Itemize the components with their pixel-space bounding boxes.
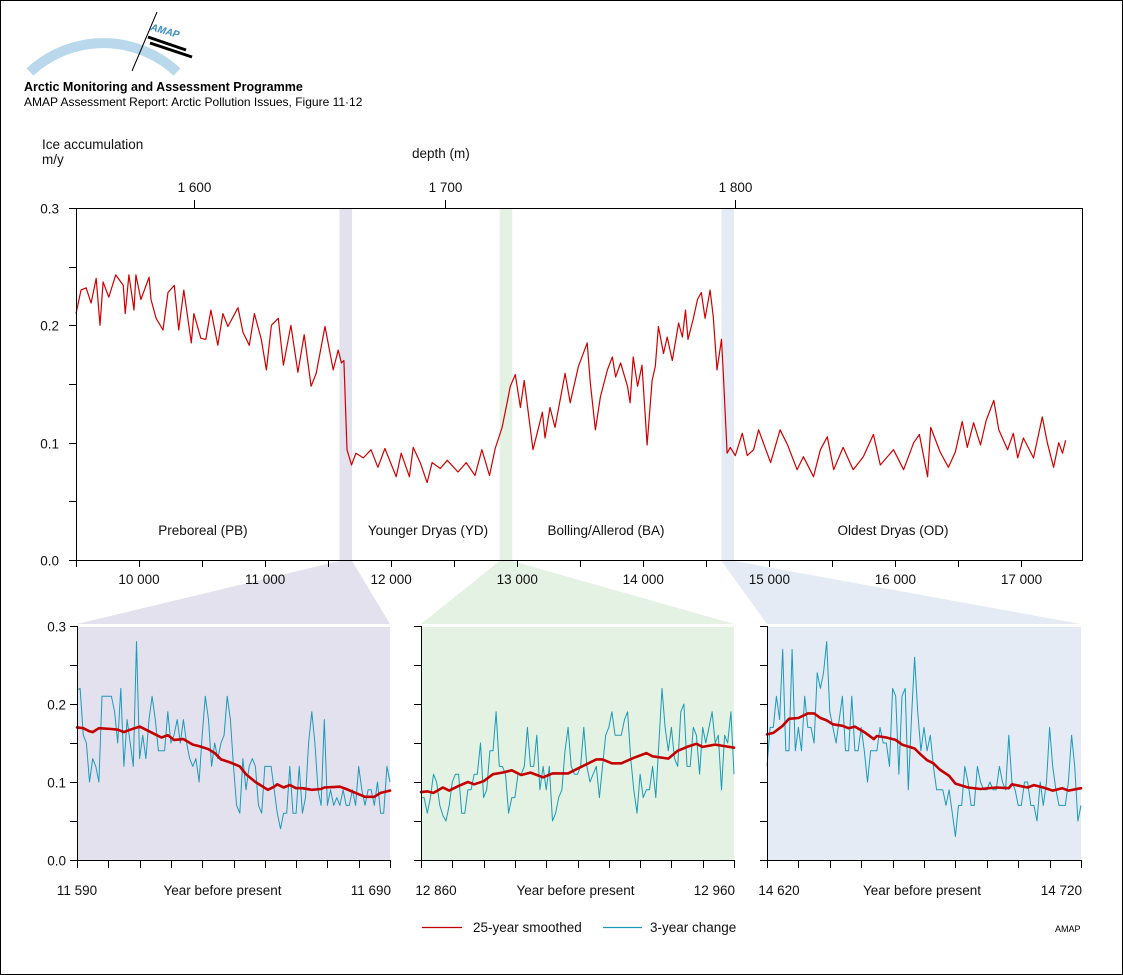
zoom-connectors	[77, 561, 1081, 624]
inset-background	[78, 627, 390, 860]
x-tick-label-start: 12 860	[415, 883, 456, 898]
x-tick-label-start: 14 620	[758, 883, 799, 898]
y-axis-label-line-1: Ice accumulation	[42, 137, 143, 152]
x-tick-label: 13 000	[497, 572, 538, 587]
y-tick-label: 0.0	[47, 854, 66, 869]
x-tick-label: 11 000	[245, 572, 285, 587]
org-title: Arctic Monitoring and Assessment Program…	[24, 80, 303, 94]
y-tick-label: 0.2	[47, 698, 66, 713]
y-tick-label: 0.0	[40, 554, 59, 569]
x-tick-label-end: 12 960	[694, 883, 735, 898]
inset-chart-oldest-dryas-transition: 14 620 14 720 Year before present	[758, 626, 1083, 898]
legend-label-3-year-change: 3-year change	[650, 920, 736, 935]
report-subtitle: AMAP Assessment Report: Arctic Pollution…	[24, 95, 363, 109]
y-tick-label: 0.1	[47, 776, 66, 791]
highlight-band	[339, 209, 353, 560]
series-line-25-year-smoothed	[75, 725, 392, 799]
x-tick-label-start: 11 590	[57, 883, 97, 898]
period-label: Bolling/Allerod (BA)	[547, 523, 664, 538]
series-line-25-year-smoothed	[419, 742, 736, 795]
top-axis-tick-label: 1 800	[719, 180, 753, 195]
zoom-connector	[421, 561, 734, 624]
main-chart: Ice accumulation m/y depth (m) 0.0 0.1 0.2…	[40, 137, 1083, 587]
series-line-ice-accumulation	[75, 274, 1067, 484]
legend: 25-year smoothed 3-year change	[422, 920, 736, 935]
amap-credit: AMAP	[1055, 924, 1081, 934]
y-tick-label: 0.3	[47, 620, 66, 635]
highlight-band	[499, 209, 513, 560]
y-axis-label-line-2: m/y	[42, 152, 64, 167]
x-axis-label: Year before present	[863, 883, 981, 898]
zoom-connector	[721, 561, 1081, 624]
legend-label-25-year-smoothed: 25-year smoothed	[473, 920, 582, 935]
inset-chart-bolling-allerod-onset: 12 860 12 960 Year before present	[414, 626, 736, 898]
logo-arc-icon	[26, 38, 181, 76]
series-line-3-year-change	[421, 687, 735, 822]
series-line-25-year-smoothed	[765, 712, 1083, 792]
top-axis-tick-label: 1 700	[429, 180, 463, 195]
period-label: Preboreal (PB)	[158, 523, 247, 538]
x-tick-label-end: 11 690	[351, 883, 391, 898]
series-line-3-year-change	[76, 641, 391, 830]
x-tick-label: 10 000	[118, 572, 159, 587]
x-axis-label: Year before present	[516, 883, 634, 898]
y-tick-label: 0.1	[40, 437, 59, 452]
x-tick-label: 14 000	[623, 572, 664, 587]
inset-background	[768, 627, 1081, 860]
y-tick-label: 0.2	[40, 319, 59, 334]
plot-frame	[76, 208, 1083, 561]
period-label: Younger Dryas (YD)	[368, 523, 488, 538]
series-line-3-year-change	[766, 641, 1082, 838]
x-tick-label: 16 000	[875, 572, 916, 587]
logo-bar	[149, 41, 193, 59]
period-label: Oldest Dryas (OD)	[838, 523, 949, 538]
top-axis-label: depth (m)	[412, 146, 470, 161]
inset-background	[422, 627, 734, 860]
zoom-connector	[77, 561, 390, 624]
x-axis-label: Year before present	[163, 883, 281, 898]
logo-bar	[147, 35, 187, 52]
logo-meridian-line	[131, 11, 158, 72]
x-tick-label: 12 000	[371, 572, 412, 587]
amap-logo: AMAP	[26, 11, 193, 76]
inset-chart-younger-dryas-onset: 0.0 0.1 0.2 0.3 11 590 11 690 Year before pres…	[47, 620, 392, 898]
top-axis-tick-label: 1 600	[178, 180, 212, 195]
highlight-band	[721, 209, 735, 560]
x-tick-label: 15 000	[749, 572, 790, 587]
x-tick-label-end: 14 720	[1041, 883, 1082, 898]
y-tick-label: 0.3	[40, 202, 59, 217]
x-tick-label: 17 000	[1001, 572, 1042, 587]
